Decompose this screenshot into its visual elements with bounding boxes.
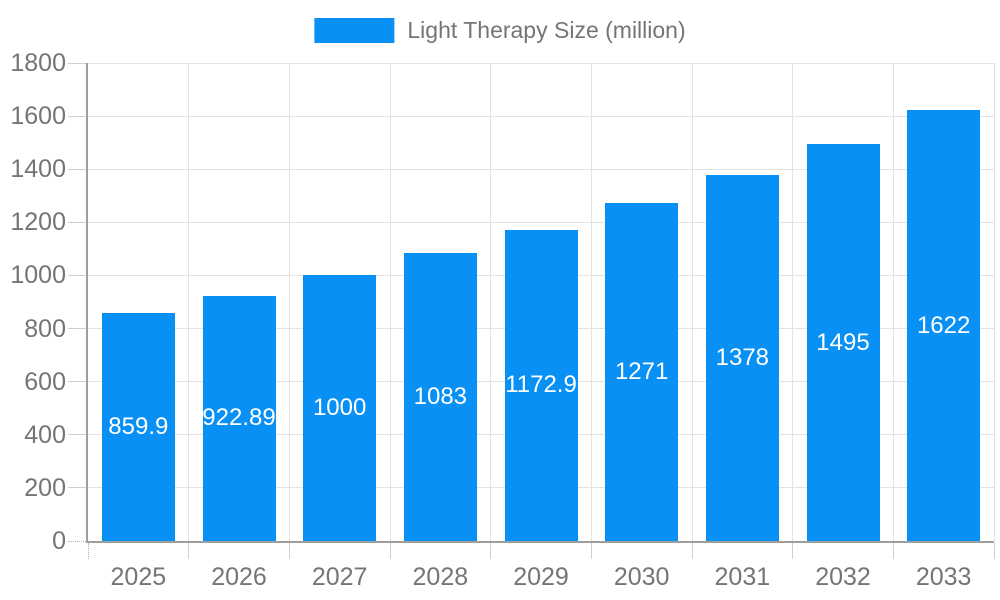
bar-value-label: 859.9 xyxy=(108,412,169,440)
y-axis-label: 0 xyxy=(52,527,66,555)
y-axis-tick xyxy=(68,274,86,276)
x-axis-tick xyxy=(188,543,190,559)
x-axis-tick xyxy=(590,543,592,559)
bar: 1378 xyxy=(705,175,779,541)
bar: 1000 xyxy=(303,275,377,541)
gridline-vertical xyxy=(188,63,190,541)
y-axis-tick xyxy=(68,221,86,223)
bar: 1172.9 xyxy=(504,229,578,541)
x-axis-label: 2031 xyxy=(714,563,771,591)
bar: 922.89 xyxy=(202,295,276,541)
gridline-horizontal xyxy=(88,115,994,117)
x-axis-tick xyxy=(892,543,894,559)
x-axis-label: 2032 xyxy=(815,563,871,591)
y-axis-tick xyxy=(68,540,86,542)
plot-area: 0 200 400 600 800 1000 1200 1400 1600 1800 859.9 20… xyxy=(10,49,995,591)
y-axis-label: 600 xyxy=(24,367,66,396)
y-axis-tick xyxy=(68,328,86,330)
y-axis-label: 1800 xyxy=(10,49,66,77)
y-axis-tick xyxy=(68,434,86,436)
y-axis-tick xyxy=(68,62,86,64)
y-axis-label: 1600 xyxy=(10,102,66,131)
y-axis-label: 1200 xyxy=(10,208,66,237)
gridline-vertical xyxy=(993,63,995,541)
x-axis-tick xyxy=(691,543,693,559)
y-axis-tick xyxy=(68,115,86,117)
bar-value-label: 1271 xyxy=(614,358,669,386)
x-axis-label: 2030 xyxy=(613,563,670,591)
x-axis-label: 2033 xyxy=(915,563,972,591)
y-axis-tick xyxy=(68,487,86,489)
y-axis-label: 1400 xyxy=(10,155,66,184)
gridline-horizontal xyxy=(88,168,994,170)
x-axis-tick xyxy=(87,543,89,559)
x-axis-label: 2028 xyxy=(412,563,469,591)
y-axis-label: 1000 xyxy=(10,261,66,290)
bar-value-label: 1000 xyxy=(312,394,367,422)
x-axis-label: 2026 xyxy=(211,563,267,591)
x-axis-label: 2029 xyxy=(513,563,569,591)
gridline-vertical xyxy=(892,63,894,541)
bar: 859.9 xyxy=(101,312,175,541)
bar: 1083 xyxy=(403,253,477,541)
x-axis-tick xyxy=(288,543,290,559)
bar-value-label: 1378 xyxy=(715,344,770,372)
x-axis-tick xyxy=(490,543,492,559)
gridline-vertical xyxy=(792,63,794,541)
bar-value-label: 1495 xyxy=(816,328,870,356)
y-axis-label: 400 xyxy=(24,420,66,449)
x-axis-label: 2025 xyxy=(110,563,167,591)
gridline-vertical xyxy=(389,63,391,541)
gridline-vertical xyxy=(590,63,592,541)
legend-swatch xyxy=(314,18,395,43)
x-axis-tick xyxy=(792,543,794,559)
gridline-horizontal xyxy=(88,62,994,64)
gridline-vertical xyxy=(288,63,290,541)
legend-label: Light Therapy Size (million) xyxy=(407,17,686,43)
gridline-vertical xyxy=(691,63,693,541)
gridline-vertical xyxy=(490,63,492,541)
bar: 1622 xyxy=(907,110,981,541)
bar: 1271 xyxy=(605,203,679,541)
x-axis-tick xyxy=(389,543,391,559)
chart-legend: Light Therapy Size (million) xyxy=(314,17,686,44)
x-axis-label: 2027 xyxy=(311,563,368,591)
bar: 1495 xyxy=(806,144,880,541)
bar-value-label: 1172.9 xyxy=(505,371,577,399)
y-axis-tick xyxy=(68,381,86,383)
y-axis-label: 800 xyxy=(24,314,66,343)
y-axis-tick xyxy=(68,168,86,170)
bar-value-label: 1622 xyxy=(916,311,971,339)
bar-value-label: 922.89 xyxy=(202,404,276,432)
gridline-horizontal xyxy=(88,221,994,223)
bar-value-label: 1083 xyxy=(413,383,468,411)
y-axis-label: 200 xyxy=(24,473,66,502)
x-axis-tick xyxy=(993,543,995,559)
